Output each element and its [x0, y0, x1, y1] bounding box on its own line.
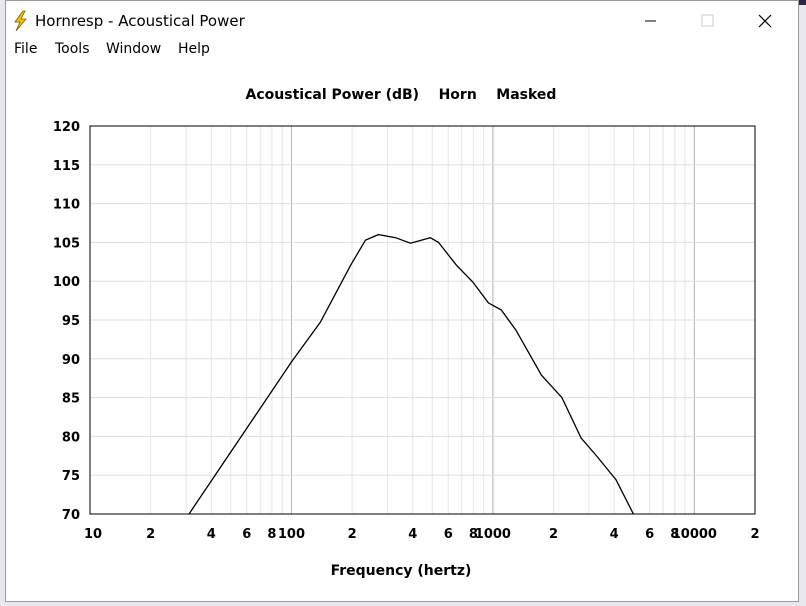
menu-item[interactable]: Help: [178, 41, 210, 57]
x-tick-label: 4: [610, 527, 619, 542]
menu-item[interactable]: Tools: [55, 41, 90, 57]
chart-title: Acoustical Power (dB) Horn Masked: [246, 87, 557, 103]
curve: [188, 233, 634, 515]
y-tick-label: 85: [62, 392, 80, 407]
x-tick-label: 6: [242, 527, 251, 542]
x-tick-label: 10: [84, 527, 102, 542]
y-tick-label: 75: [62, 469, 80, 484]
close[interactable]: [758, 14, 772, 28]
x-tick-label: 10000: [672, 527, 717, 542]
y-tick-label: 95: [62, 314, 80, 329]
y-tick-label: 120: [53, 120, 80, 135]
x-tick-label: 2: [750, 527, 759, 542]
x-tick-label: 6: [444, 527, 453, 542]
x-tick-label: 6: [645, 527, 654, 542]
x-tick-label: 4: [408, 527, 417, 542]
x-tick-label: 8: [267, 527, 276, 542]
plot-frame: [89, 125, 756, 515]
x-tick-label: 2: [146, 527, 155, 542]
maximize[interactable]: [701, 14, 714, 27]
y-tick-label: 100: [53, 275, 80, 290]
window-controls[interactable]: [638, 1, 798, 41]
x-tick-label: 2: [549, 527, 558, 542]
window-title: Hornresp - Acoustical Power: [35, 12, 245, 30]
menu-item[interactable]: Window: [106, 41, 162, 57]
menu-bar: File Tools Window Help: [6, 41, 798, 63]
y-tick-label: 115: [53, 159, 80, 174]
x-axis-label: Frequency (hertz): [331, 563, 472, 579]
x-tick-label: 2: [348, 527, 357, 542]
x-tick-label: 8: [469, 527, 478, 542]
app-icon: [14, 10, 27, 32]
x-tick-label: 100: [278, 527, 305, 542]
y-tick-label: 105: [53, 236, 80, 251]
y-tick-label: 90: [62, 353, 80, 368]
menu-item[interactable]: File: [14, 41, 38, 57]
x-tick-label: 8: [670, 527, 679, 542]
y-tick-label: 70: [62, 508, 80, 523]
title-bar: Hornresp - Acoustical Power: [6, 1, 798, 41]
x-tick-label: 1000: [475, 527, 511, 542]
y-tick-label: 110: [53, 198, 80, 213]
x-tick-label: 4: [207, 527, 216, 542]
y-tick-label: 80: [62, 430, 80, 445]
